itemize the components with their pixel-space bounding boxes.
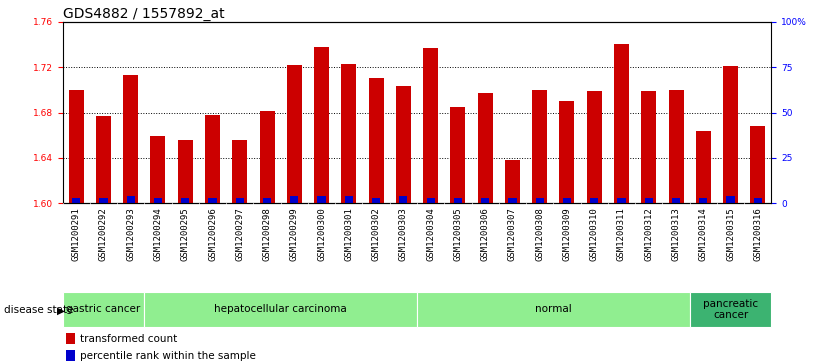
Bar bbox=[287, 65, 302, 203]
Bar bbox=[690, 292, 771, 327]
Bar bbox=[208, 198, 217, 203]
Text: GSM1200308: GSM1200308 bbox=[535, 208, 545, 261]
Bar bbox=[426, 198, 435, 203]
Text: GSM1200306: GSM1200306 bbox=[480, 208, 490, 261]
Text: hepatocellular carcinoma: hepatocellular carcinoma bbox=[214, 305, 347, 314]
Bar bbox=[478, 93, 493, 203]
Text: GSM1200298: GSM1200298 bbox=[263, 208, 272, 261]
Text: GSM1200300: GSM1200300 bbox=[317, 208, 326, 261]
Text: GSM1200295: GSM1200295 bbox=[181, 208, 190, 261]
Text: pancreatic
cancer: pancreatic cancer bbox=[703, 299, 758, 320]
Bar bbox=[66, 350, 75, 361]
Bar bbox=[481, 198, 490, 203]
Bar bbox=[153, 198, 162, 203]
Text: GSM1200292: GSM1200292 bbox=[99, 208, 108, 261]
Bar bbox=[454, 198, 462, 203]
Bar bbox=[396, 86, 411, 203]
Bar bbox=[450, 107, 465, 203]
Text: GSM1200315: GSM1200315 bbox=[726, 208, 735, 261]
Bar bbox=[699, 198, 707, 203]
Bar bbox=[66, 333, 75, 344]
Text: GSM1200293: GSM1200293 bbox=[126, 208, 135, 261]
Text: GSM1200311: GSM1200311 bbox=[617, 208, 626, 261]
Bar bbox=[344, 196, 353, 203]
Text: GSM1200303: GSM1200303 bbox=[399, 208, 408, 261]
Bar bbox=[754, 198, 762, 203]
Bar bbox=[290, 196, 299, 203]
Text: GSM1200307: GSM1200307 bbox=[508, 208, 517, 261]
Bar bbox=[641, 91, 656, 203]
Bar bbox=[72, 198, 80, 203]
Text: GSM1200299: GSM1200299 bbox=[289, 208, 299, 261]
Bar bbox=[751, 126, 766, 203]
Text: GSM1200305: GSM1200305 bbox=[454, 208, 462, 261]
Text: GSM1200297: GSM1200297 bbox=[235, 208, 244, 261]
Bar bbox=[505, 160, 520, 203]
Text: GSM1200301: GSM1200301 bbox=[344, 208, 354, 261]
Text: GSM1200312: GSM1200312 bbox=[644, 208, 653, 261]
Bar bbox=[259, 111, 274, 203]
Bar bbox=[96, 116, 111, 203]
Bar bbox=[233, 140, 247, 203]
Bar bbox=[423, 48, 438, 203]
Bar bbox=[150, 136, 165, 203]
Bar bbox=[723, 66, 738, 203]
Bar bbox=[99, 198, 108, 203]
Bar bbox=[369, 78, 384, 203]
Text: GSM1200309: GSM1200309 bbox=[562, 208, 571, 261]
Bar bbox=[563, 198, 571, 203]
Bar bbox=[587, 91, 601, 203]
Text: GDS4882 / 1557892_at: GDS4882 / 1557892_at bbox=[63, 7, 224, 21]
Bar bbox=[669, 90, 684, 203]
Text: GSM1200316: GSM1200316 bbox=[753, 208, 762, 261]
Bar bbox=[68, 90, 83, 203]
Bar bbox=[318, 196, 326, 203]
Text: GSM1200310: GSM1200310 bbox=[590, 208, 599, 261]
Text: transformed count: transformed count bbox=[80, 334, 178, 344]
Bar bbox=[590, 198, 598, 203]
Bar bbox=[178, 140, 193, 203]
Bar bbox=[181, 198, 189, 203]
Bar bbox=[696, 131, 711, 203]
Bar bbox=[417, 292, 690, 327]
Bar bbox=[532, 90, 547, 203]
Text: GSM1200302: GSM1200302 bbox=[372, 208, 380, 261]
Bar bbox=[236, 198, 244, 203]
Bar bbox=[535, 198, 544, 203]
Bar bbox=[341, 64, 356, 203]
Bar bbox=[672, 198, 681, 203]
Text: ▶: ▶ bbox=[57, 305, 65, 315]
Bar bbox=[617, 198, 626, 203]
Text: percentile rank within the sample: percentile rank within the sample bbox=[80, 351, 256, 361]
Text: GSM1200314: GSM1200314 bbox=[699, 208, 708, 261]
Bar bbox=[127, 196, 135, 203]
Bar bbox=[508, 198, 516, 203]
Text: GSM1200294: GSM1200294 bbox=[153, 208, 163, 261]
Bar bbox=[144, 292, 417, 327]
Bar bbox=[614, 45, 629, 203]
Text: GSM1200296: GSM1200296 bbox=[208, 208, 217, 261]
Text: gastric cancer: gastric cancer bbox=[67, 305, 141, 314]
Bar bbox=[123, 75, 138, 203]
Bar bbox=[205, 115, 220, 203]
Bar bbox=[399, 196, 408, 203]
Text: GSM1200304: GSM1200304 bbox=[426, 208, 435, 261]
Bar bbox=[560, 101, 575, 203]
Bar bbox=[263, 198, 271, 203]
Text: GSM1200313: GSM1200313 bbox=[671, 208, 681, 261]
Bar bbox=[372, 198, 380, 203]
Bar bbox=[63, 292, 144, 327]
Bar bbox=[314, 47, 329, 203]
Text: GSM1200291: GSM1200291 bbox=[72, 208, 81, 261]
Text: normal: normal bbox=[535, 305, 571, 314]
Bar bbox=[645, 198, 653, 203]
Text: disease state: disease state bbox=[4, 305, 73, 315]
Bar bbox=[726, 196, 735, 203]
